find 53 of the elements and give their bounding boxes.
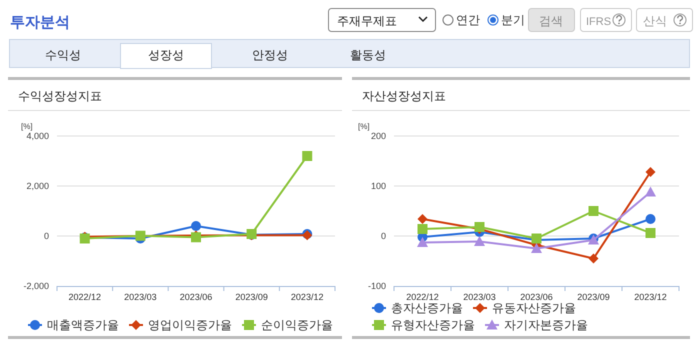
x-tick-label: 2023/09 bbox=[235, 292, 268, 302]
y-axis-title: [%] bbox=[21, 122, 33, 131]
x-tick-label: 2023/09 bbox=[577, 292, 610, 302]
point bbox=[646, 228, 656, 238]
text: 수익성 bbox=[45, 48, 81, 62]
y-axis-title: [%] bbox=[358, 122, 370, 131]
text: 안정성 bbox=[252, 48, 288, 62]
text: 분기 bbox=[501, 13, 525, 27]
y-tick-label: 4,000 bbox=[26, 131, 49, 141]
y-tick-label: 2,000 bbox=[26, 181, 49, 191]
point bbox=[418, 224, 428, 234]
x-tick-label: 2023/12 bbox=[290, 292, 324, 302]
y-tick-label: 0 bbox=[380, 231, 386, 241]
legend-label: 유형자산증가율 bbox=[391, 318, 475, 332]
y-tick-label: 0 bbox=[44, 231, 49, 241]
point bbox=[302, 151, 312, 161]
legend-label: 유동자산증가율 bbox=[492, 301, 576, 315]
x-tick-label: 2023/06 bbox=[520, 292, 553, 302]
x-tick-label: 2023/03 bbox=[463, 292, 496, 302]
y-tick-label: 200 bbox=[370, 131, 386, 141]
text: IFRS bbox=[586, 16, 612, 28]
point bbox=[588, 206, 598, 216]
point bbox=[191, 221, 201, 231]
text: 성장성 bbox=[148, 48, 184, 62]
legend-label: 총자산증가율 bbox=[391, 301, 463, 315]
legend-label: 순이익증가율 bbox=[261, 318, 333, 332]
point bbox=[646, 167, 656, 177]
x-tick-label: 2023/03 bbox=[124, 292, 157, 302]
point bbox=[531, 243, 542, 253]
chart-title: 수익성장성지표 bbox=[18, 89, 102, 103]
legend-label: 매출액증가율 bbox=[47, 318, 119, 332]
text: 투자분석 bbox=[10, 14, 70, 31]
point bbox=[417, 237, 428, 247]
text: 연간 bbox=[456, 13, 480, 27]
point bbox=[646, 214, 656, 224]
chart-title: 자산성장성지표 bbox=[362, 89, 446, 103]
y-tick-label: -2,000 bbox=[23, 281, 49, 291]
text: 활동성 bbox=[350, 48, 386, 62]
legend-label: 영업이익증가율 bbox=[148, 318, 232, 332]
x-tick-label: 2022/12 bbox=[68, 292, 102, 302]
x-tick-label: 2023/12 bbox=[634, 292, 667, 302]
point bbox=[588, 254, 598, 264]
point bbox=[645, 186, 656, 196]
x-tick-label: 2023/06 bbox=[180, 292, 212, 302]
legend-label: 자기자본증가율 bbox=[504, 318, 588, 332]
y-tick-label: 100 bbox=[370, 181, 386, 191]
y-tick-label: -100 bbox=[368, 281, 386, 291]
text: 산식 bbox=[643, 14, 667, 28]
point bbox=[474, 236, 485, 246]
text: 주재무제표 bbox=[337, 14, 397, 28]
point bbox=[418, 214, 428, 224]
text: 검색 bbox=[539, 14, 563, 28]
x-tick-label: 2022/12 bbox=[406, 292, 439, 302]
